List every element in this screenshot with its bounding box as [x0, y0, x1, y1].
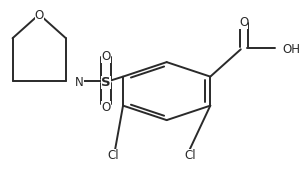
Text: O: O: [239, 16, 248, 29]
Text: O: O: [101, 50, 111, 63]
Text: Cl: Cl: [185, 149, 196, 162]
Text: O: O: [35, 9, 44, 22]
Text: O: O: [101, 101, 111, 115]
Text: S: S: [101, 76, 111, 89]
Text: N: N: [75, 76, 84, 89]
Text: Cl: Cl: [108, 149, 119, 162]
Text: OH: OH: [282, 44, 300, 56]
